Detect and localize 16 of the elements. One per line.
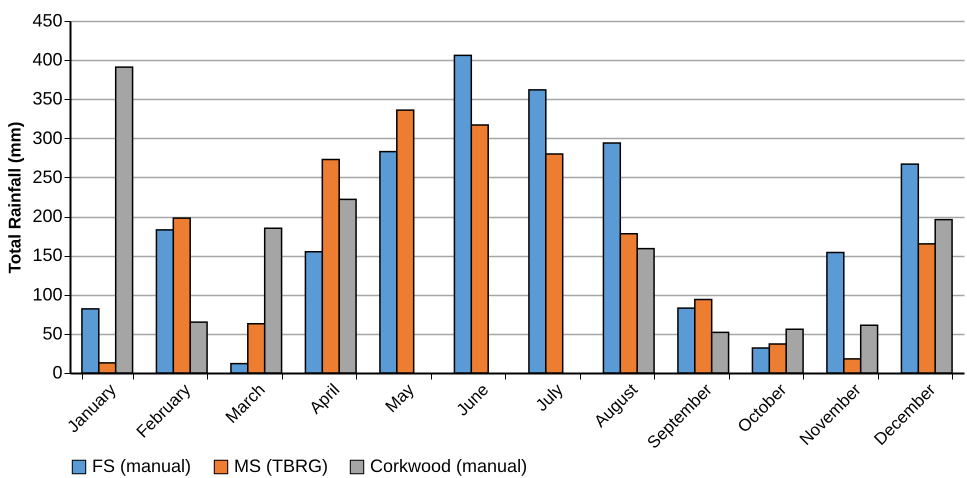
y-tick-label: 150 [32, 245, 62, 266]
x-tick-label: May [382, 380, 418, 416]
y-tick-label: 400 [32, 50, 62, 70]
legend-label: MS (TBRG) [234, 456, 328, 476]
y-tick-label: 350 [32, 88, 62, 109]
legend-label: FS (manual) [92, 456, 192, 476]
y-tick-label: 0 [52, 362, 62, 382]
y-tick-label: 250 [32, 166, 62, 187]
y-tick-label: 50 [42, 323, 62, 344]
y-tick-label: 200 [32, 206, 62, 226]
y-tick-label: 450 [32, 10, 62, 30]
legend-label: Corkwood (manual) [370, 456, 528, 476]
x-tick-label: July [532, 380, 568, 415]
y-tick-label: 300 [32, 128, 62, 148]
y-tick-label: 100 [32, 284, 62, 304]
y-axis-title: Total Rainfall (mm) [5, 122, 24, 274]
